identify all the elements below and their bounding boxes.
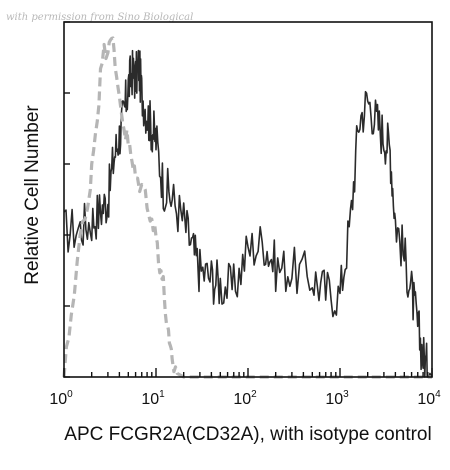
x-tick-label: 102 xyxy=(233,389,257,408)
x-tick-label: 100 xyxy=(49,389,73,408)
x-tick-label: 103 xyxy=(325,389,349,408)
watermark-text: with permission from Sino Biological xyxy=(6,12,193,23)
x-axis-title: APC FCGR2A(CD32A), with isotype control xyxy=(64,424,431,445)
sample-histogram-line xyxy=(63,49,433,378)
plot-area xyxy=(62,36,433,379)
isotype-control-histogram-line xyxy=(62,36,432,379)
y-axis-title: Relative Cell Number xyxy=(22,105,43,285)
axes: 100 101 102 103 104 xyxy=(49,21,441,408)
plot-frame xyxy=(63,21,433,378)
x-tick-label: 101 xyxy=(141,389,165,408)
x-tick-label: 104 xyxy=(417,389,441,408)
